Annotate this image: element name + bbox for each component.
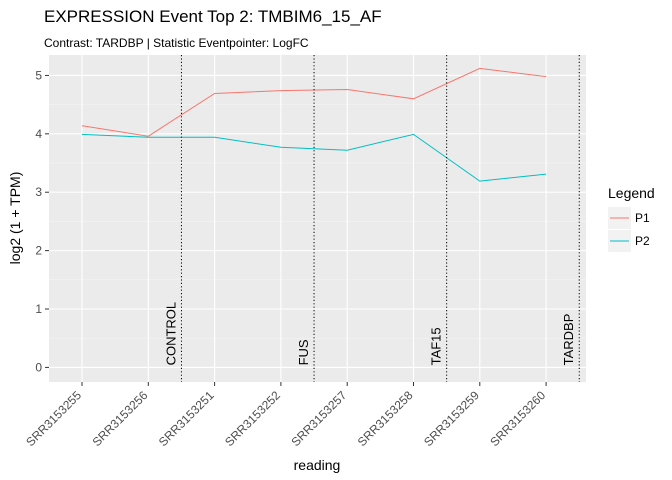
y-axis: 0 1 2 3 4 5 — [35, 68, 49, 374]
chart-subtitle: Contrast: TARDBP | Statistic Eventpointe… — [44, 36, 309, 50]
y-tick-label: 1 — [35, 302, 42, 316]
legend: Legend P1 P2 — [608, 185, 655, 252]
x-tick-label: SRR3153251 — [156, 388, 217, 449]
x-tick-label: SRR3153259 — [421, 388, 482, 449]
grid-minor — [49, 104, 586, 339]
grid-major — [49, 55, 586, 382]
vline-label-fus: FUS — [296, 339, 311, 365]
x-tick-label: SRR3153255 — [23, 388, 84, 449]
plot-panel — [49, 55, 586, 382]
legend-label-p2: P2 — [635, 234, 650, 248]
y-tick-label: 3 — [35, 185, 42, 199]
x-tick-label: SRR3153257 — [288, 388, 349, 449]
legend-title: Legend — [608, 185, 655, 201]
series-line-p2 — [81, 133, 547, 182]
y-axis-title: log2 (1 + TPM) — [7, 172, 23, 265]
y-tick-label: 2 — [35, 244, 42, 258]
y-tick-label: 4 — [35, 127, 42, 141]
x-tick-label: SRR3153258 — [355, 388, 416, 449]
vline-label-taf15: TAF15 — [429, 327, 444, 365]
x-tick-label: SRR3153260 — [487, 388, 548, 449]
x-tick-label: SRR3153256 — [90, 388, 151, 449]
y-tick-label: 0 — [35, 360, 42, 374]
x-axis-title: reading — [294, 457, 341, 473]
chart-title: EXPRESSION Event Top 2: TMBIM6_15_AF — [44, 7, 382, 26]
legend-label-p1: P1 — [635, 211, 650, 225]
vertical-lines: CONTROL FUS TAF15 TARDBP — [163, 55, 580, 382]
x-axis: SRR3153255 SRR3153256 SRR3153251 SRR3153252… — [23, 382, 548, 449]
x-tick-label: SRR3153252 — [222, 388, 283, 449]
vline-label-tardbp: TARDBP — [561, 314, 576, 366]
y-tick-label: 5 — [35, 68, 42, 82]
vline-label-control: CONTROL — [163, 302, 178, 366]
